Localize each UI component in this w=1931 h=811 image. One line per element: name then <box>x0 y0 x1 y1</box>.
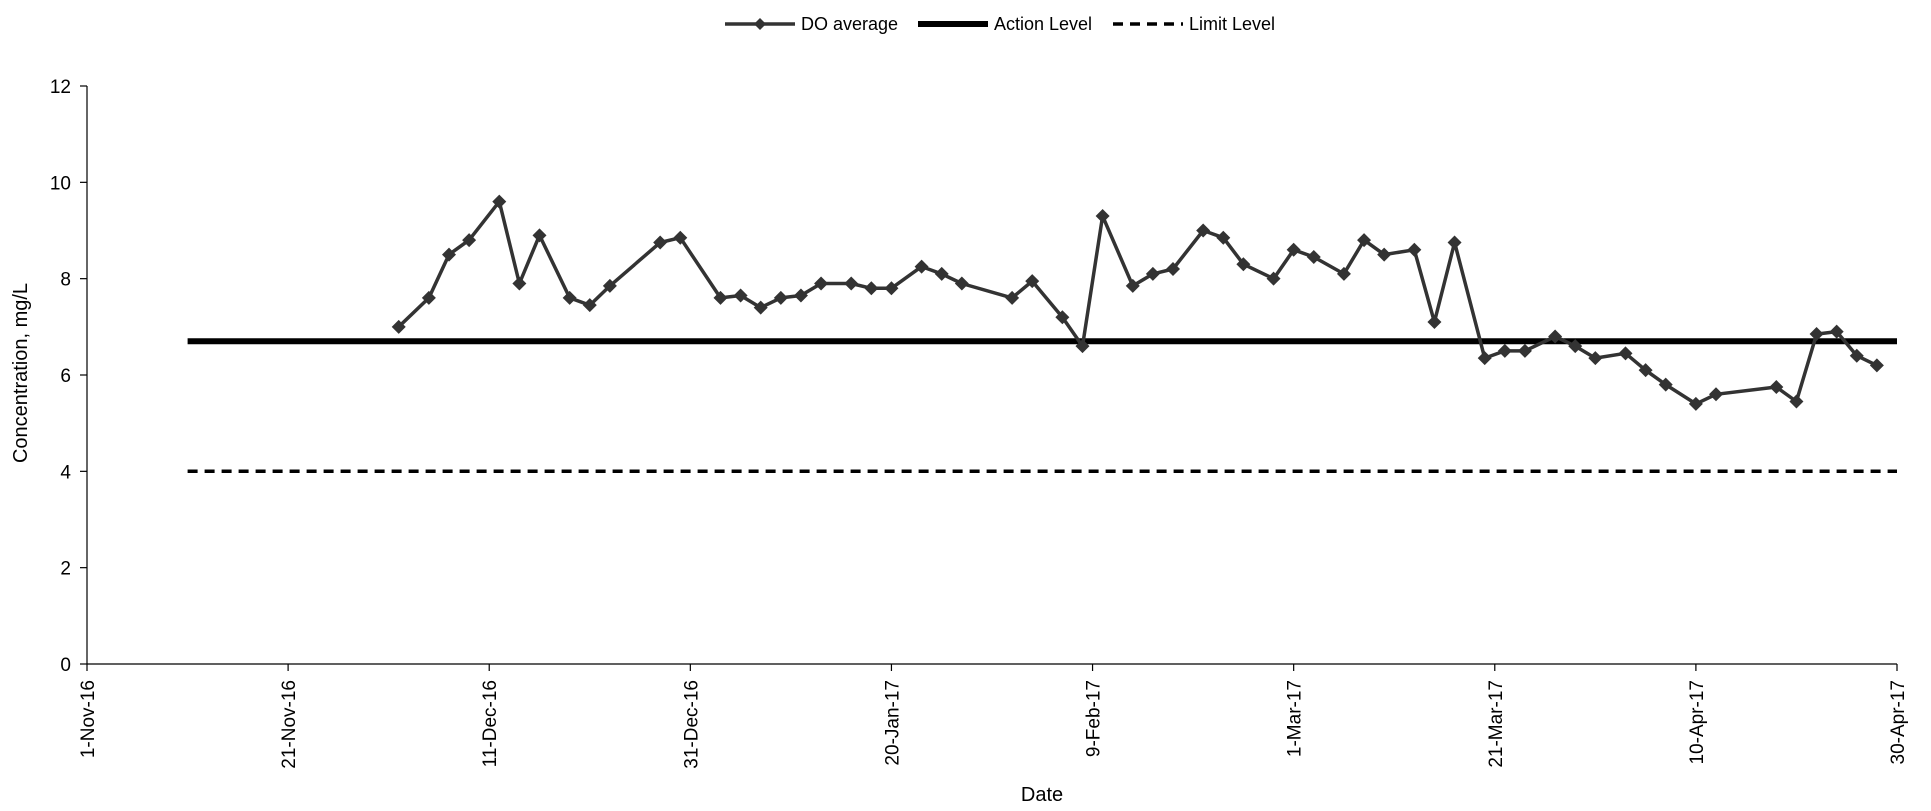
data-point <box>733 288 748 303</box>
data-point <box>884 281 899 296</box>
data-point <box>673 230 688 245</box>
data-point <box>793 288 808 303</box>
data-point <box>462 233 477 248</box>
data-point <box>1829 324 1844 339</box>
data-point <box>1357 233 1372 248</box>
data-point <box>602 278 617 293</box>
data-point <box>421 290 436 305</box>
legend-marker <box>754 18 766 30</box>
data-point <box>914 259 929 274</box>
data-point <box>1769 380 1784 395</box>
legend-label: Limit Level <box>1189 14 1275 34</box>
data-point <box>1517 343 1532 358</box>
data-point <box>1055 310 1070 325</box>
y-tick-label: 2 <box>60 559 71 580</box>
y-tick-label: 8 <box>60 270 71 291</box>
data-point <box>1809 327 1824 342</box>
x-tick-label: 11-Dec-16 <box>480 680 501 767</box>
x-tick-label: 10-Apr-17 <box>1687 680 1708 765</box>
data-point <box>1427 315 1442 330</box>
data-point <box>1709 387 1723 402</box>
data-point <box>1236 257 1251 272</box>
data-point <box>1125 278 1140 293</box>
data-point <box>1166 262 1180 277</box>
data-point <box>1638 363 1653 378</box>
data-point <box>492 194 507 209</box>
data-point <box>582 298 597 313</box>
data-point <box>562 290 577 305</box>
data-point <box>1306 249 1321 264</box>
legend-label: Action Level <box>994 14 1092 34</box>
y-tick-label: 6 <box>60 366 71 387</box>
data-point <box>1377 247 1392 262</box>
data-point <box>1266 271 1281 286</box>
data-point <box>1658 377 1673 392</box>
data-point <box>1095 209 1110 224</box>
data-point <box>512 276 527 291</box>
data-point <box>1477 351 1492 366</box>
data-point <box>864 281 879 296</box>
data-point <box>1447 235 1462 250</box>
series-do-average <box>391 194 1884 411</box>
y-tick-label: 0 <box>60 655 71 676</box>
legend: DO average Action Level Limit Level <box>725 14 1275 34</box>
data-point <box>753 300 768 315</box>
data-point <box>1548 329 1563 344</box>
data-point <box>391 319 406 334</box>
x-tick-label: 21-Nov-16 <box>279 680 300 769</box>
data-point <box>1568 339 1583 354</box>
data-point <box>1869 358 1884 373</box>
x-tick-label: 20-Jan-17 <box>882 680 903 766</box>
series-layer <box>187 194 1897 474</box>
data-point <box>442 247 456 262</box>
data-point <box>773 290 788 305</box>
data-point <box>1407 242 1422 257</box>
data-point <box>653 235 668 250</box>
x-tick-label: 1-Nov-16 <box>78 680 99 758</box>
data-point <box>1849 348 1864 363</box>
legend-item-do-average: DO average <box>725 14 898 34</box>
data-point <box>814 276 829 291</box>
data-point <box>1336 266 1351 281</box>
x-tick-label: 21-Mar-17 <box>1486 680 1507 768</box>
data-point <box>934 266 949 281</box>
legend-item-action-level: Action Level <box>918 14 1092 34</box>
legend-item-limit-level: Limit Level <box>1113 14 1275 34</box>
data-point <box>713 290 728 305</box>
x-tick-label: 1-Mar-17 <box>1285 680 1306 757</box>
data-point <box>1005 290 1020 305</box>
data-point <box>844 276 859 291</box>
series-line <box>397 199 1878 406</box>
x-tick-label: 9-Feb-17 <box>1084 680 1105 757</box>
data-point <box>1497 343 1512 358</box>
x-axis-title: Date <box>1021 784 1063 806</box>
data-point <box>1286 242 1301 257</box>
data-point <box>1216 230 1231 245</box>
data-point <box>954 276 969 291</box>
axes: 0 2 4 6 8 10 12 1-Nov-16 21-Nov-16 11-Dec-16 31-De… <box>50 77 1909 769</box>
data-point <box>1145 266 1160 281</box>
data-point <box>1789 394 1804 409</box>
y-tick-label: 10 <box>50 173 71 194</box>
data-point <box>1688 396 1703 411</box>
y-tick-label: 4 <box>60 462 71 483</box>
x-tick-label: 31-Dec-16 <box>681 680 702 769</box>
data-point <box>1075 339 1090 354</box>
data-point <box>1618 346 1633 361</box>
y-tick-label: 12 <box>50 77 71 98</box>
x-tick-label: 30-Apr-17 <box>1888 680 1909 765</box>
legend-label: DO average <box>801 14 898 34</box>
y-axis-title: Concentration, mg/L <box>10 283 32 463</box>
data-point <box>532 228 547 243</box>
data-point <box>1025 274 1040 289</box>
data-point <box>1588 351 1603 366</box>
data-point <box>1196 223 1211 238</box>
